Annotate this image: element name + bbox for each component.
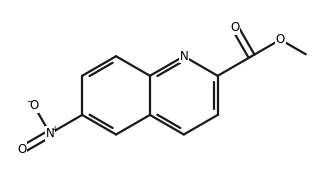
Text: O: O bbox=[29, 99, 39, 112]
Text: O: O bbox=[230, 21, 239, 34]
Text: −: − bbox=[27, 97, 33, 106]
Text: +: + bbox=[51, 125, 57, 134]
Text: O: O bbox=[18, 143, 27, 156]
Text: N: N bbox=[179, 50, 188, 63]
Text: N: N bbox=[46, 127, 54, 140]
Text: O: O bbox=[276, 33, 285, 46]
